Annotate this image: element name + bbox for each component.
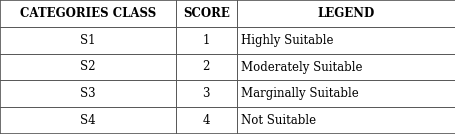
Text: 3: 3: [202, 87, 210, 100]
Text: Marginally Suitable: Marginally Suitable: [240, 87, 358, 100]
Text: LEGEND: LEGEND: [317, 7, 374, 20]
Text: Not Suitable: Not Suitable: [240, 114, 315, 127]
Text: CATEGORIES CLASS: CATEGORIES CLASS: [20, 7, 156, 20]
Text: S1: S1: [80, 34, 95, 47]
Text: Moderately Suitable: Moderately Suitable: [240, 60, 361, 74]
Text: S3: S3: [80, 87, 96, 100]
Text: S2: S2: [80, 60, 95, 74]
Text: SCORE: SCORE: [182, 7, 229, 20]
Text: Highly Suitable: Highly Suitable: [240, 34, 333, 47]
Text: 1: 1: [202, 34, 210, 47]
Text: S4: S4: [80, 114, 96, 127]
Text: 2: 2: [202, 60, 210, 74]
Text: 4: 4: [202, 114, 210, 127]
